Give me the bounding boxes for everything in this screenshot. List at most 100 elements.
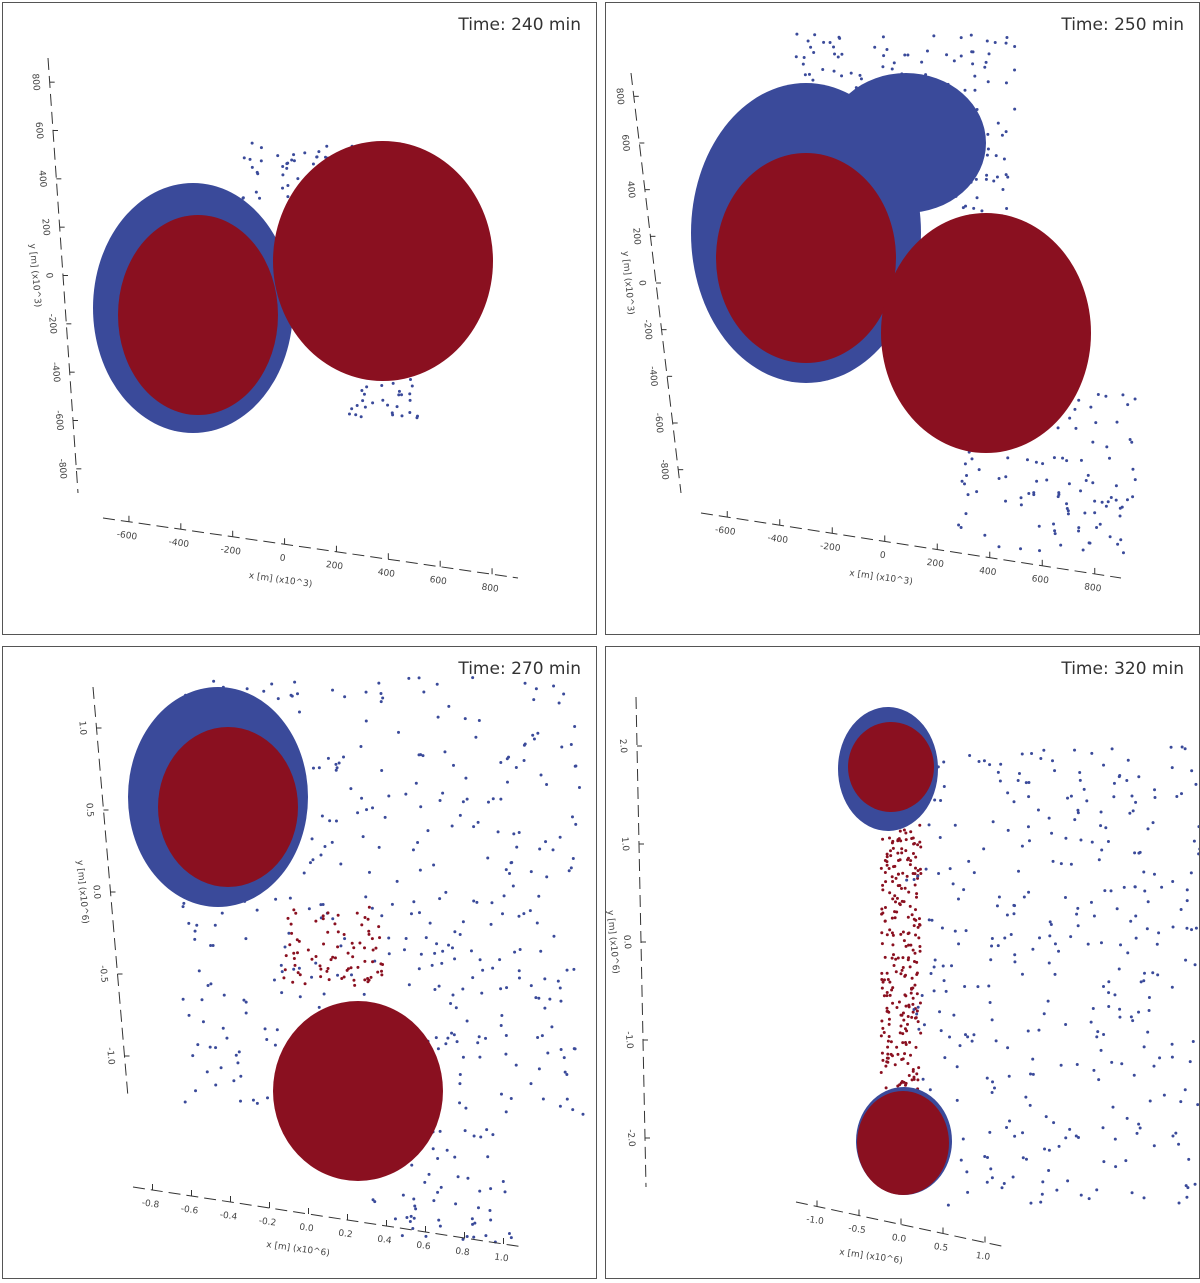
particle bbox=[1087, 1197, 1091, 1201]
particle bbox=[272, 978, 276, 982]
particle bbox=[1152, 1064, 1156, 1068]
particle bbox=[1175, 794, 1179, 798]
particle bbox=[885, 860, 889, 864]
particle bbox=[967, 859, 971, 863]
particle bbox=[896, 872, 900, 876]
particle bbox=[941, 964, 945, 968]
particle bbox=[191, 1054, 195, 1058]
particle bbox=[288, 896, 292, 900]
particle bbox=[274, 897, 278, 901]
particle bbox=[896, 1084, 900, 1088]
particle bbox=[1026, 1029, 1030, 1033]
particle bbox=[308, 861, 312, 865]
particle bbox=[1160, 885, 1164, 889]
particle bbox=[1104, 504, 1108, 508]
particle bbox=[411, 1226, 415, 1230]
particle bbox=[1090, 840, 1094, 844]
particle bbox=[939, 799, 943, 803]
particle bbox=[380, 914, 384, 918]
particle bbox=[1169, 745, 1173, 749]
particle bbox=[1074, 426, 1078, 430]
x-tick-label: 0.2 bbox=[338, 1229, 354, 1241]
particle bbox=[488, 1208, 492, 1212]
particle bbox=[470, 1217, 474, 1221]
particle bbox=[1131, 467, 1135, 471]
particle bbox=[1083, 511, 1087, 515]
x-tick-label: 0.0 bbox=[891, 1233, 907, 1245]
particle bbox=[426, 829, 430, 833]
particle bbox=[387, 794, 391, 798]
particle bbox=[574, 764, 578, 768]
particle bbox=[885, 863, 889, 867]
particle-body bbox=[118, 215, 278, 415]
particle bbox=[447, 704, 451, 708]
particle bbox=[310, 837, 314, 841]
particle bbox=[881, 35, 885, 39]
particle bbox=[916, 876, 920, 880]
particle bbox=[270, 682, 274, 686]
particle bbox=[904, 973, 908, 977]
particle bbox=[914, 895, 918, 899]
particle bbox=[412, 1197, 416, 1201]
particle bbox=[499, 761, 503, 765]
particle bbox=[324, 155, 328, 159]
particle bbox=[485, 1128, 489, 1132]
particle bbox=[571, 856, 575, 860]
particle bbox=[915, 960, 919, 964]
particle bbox=[985, 1076, 989, 1080]
particle bbox=[569, 743, 573, 747]
particle bbox=[893, 864, 897, 868]
particle bbox=[461, 800, 465, 804]
particle bbox=[907, 943, 911, 947]
particle bbox=[546, 1051, 550, 1055]
particle bbox=[915, 1012, 919, 1016]
particle bbox=[236, 1061, 240, 1065]
particle bbox=[1148, 1099, 1152, 1103]
y-tick-label: -1.0 bbox=[623, 1031, 635, 1050]
particle bbox=[879, 1034, 883, 1038]
particle bbox=[989, 1167, 993, 1171]
particle bbox=[465, 1019, 469, 1023]
particle bbox=[886, 978, 890, 982]
particle bbox=[315, 155, 319, 159]
particle bbox=[1132, 1073, 1136, 1077]
particle bbox=[436, 1157, 440, 1161]
particle bbox=[284, 954, 288, 958]
particle bbox=[461, 1237, 465, 1241]
particle bbox=[499, 797, 503, 801]
particle bbox=[1185, 899, 1189, 903]
particle bbox=[1047, 961, 1051, 965]
particle bbox=[408, 410, 412, 414]
particle bbox=[942, 784, 946, 788]
particle bbox=[887, 866, 891, 870]
particle bbox=[422, 690, 426, 694]
particle bbox=[986, 80, 990, 84]
particle bbox=[932, 965, 936, 969]
particle bbox=[1004, 41, 1008, 45]
particle bbox=[319, 967, 323, 971]
particle bbox=[367, 932, 371, 936]
particle bbox=[1082, 787, 1086, 791]
particle bbox=[910, 986, 914, 990]
particle bbox=[472, 825, 476, 829]
particle bbox=[883, 906, 887, 910]
particle bbox=[902, 939, 906, 943]
particle bbox=[1039, 757, 1043, 761]
particle bbox=[408, 1219, 412, 1223]
particle bbox=[885, 971, 889, 975]
y-tick-label: 600 bbox=[619, 134, 630, 152]
particle bbox=[985, 39, 989, 43]
x-tick-label: -0.6 bbox=[180, 1204, 199, 1216]
particle bbox=[901, 956, 905, 960]
particle bbox=[242, 998, 246, 1002]
particle bbox=[1128, 437, 1132, 441]
particle bbox=[933, 798, 937, 802]
particle bbox=[901, 965, 905, 969]
particle bbox=[884, 1086, 888, 1090]
particle bbox=[858, 73, 862, 77]
particle bbox=[912, 924, 916, 928]
particle bbox=[1042, 748, 1046, 752]
particle bbox=[1079, 838, 1083, 842]
particle bbox=[285, 162, 289, 166]
particle bbox=[336, 973, 340, 977]
